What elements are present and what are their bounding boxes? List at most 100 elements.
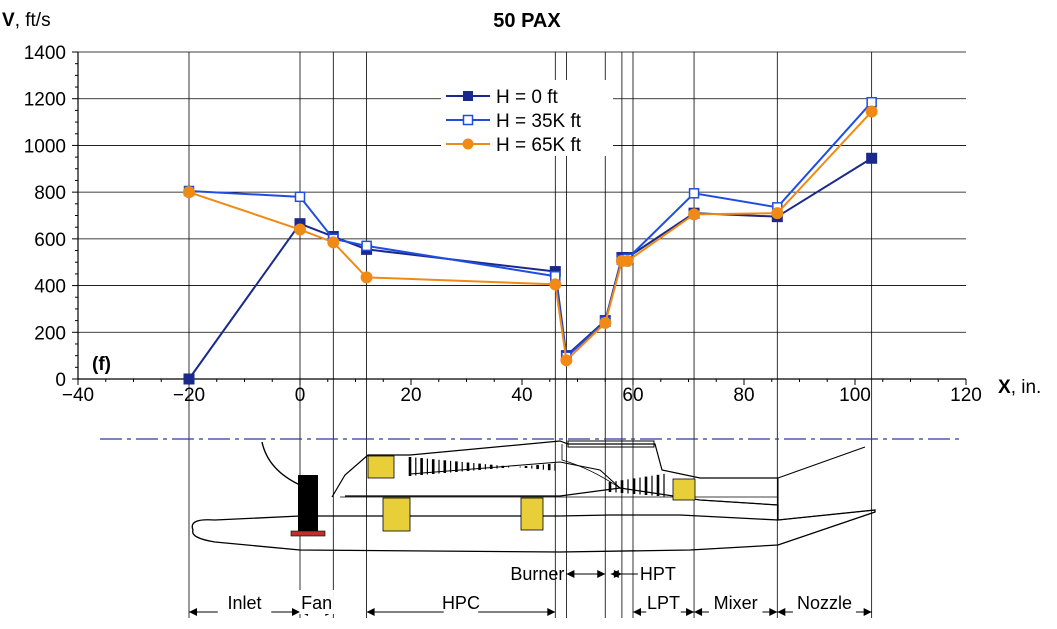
section-label-hpc: HPC xyxy=(442,593,480,613)
burner-casing xyxy=(567,440,655,448)
nozzle-lower xyxy=(777,509,876,521)
engine-section-labels: Inlet Fan HPC LPT Mixer Nozzle Burner HPT xyxy=(189,562,872,616)
arrowhead-left xyxy=(366,608,375,616)
x-axis-label-var: X xyxy=(998,377,1011,398)
bypass-strut-rear xyxy=(520,497,544,531)
fan-mount xyxy=(290,530,326,537)
arrowhead-right xyxy=(769,608,778,616)
x-axis-label-unit: , in. xyxy=(1011,377,1042,398)
section-label-bg xyxy=(646,590,681,614)
y-tick-label: 0 xyxy=(55,370,66,391)
data-point xyxy=(621,255,634,268)
x-tick-label: 60 xyxy=(622,385,643,406)
data-point xyxy=(599,316,612,329)
arrowhead-left xyxy=(566,570,575,578)
arrowhead-right xyxy=(613,570,622,578)
section-label-hpt: HPT xyxy=(640,564,676,584)
y-axis-label: V, ft/s xyxy=(2,10,51,31)
legend-label: H = 65K ft xyxy=(496,135,582,156)
data-point xyxy=(360,271,373,284)
section-label-inlet: Inlet xyxy=(227,593,261,613)
y-axis-label-var: V xyxy=(2,10,15,31)
legend-marker xyxy=(463,91,473,101)
section-label-burner: Burner xyxy=(510,564,564,584)
data-point xyxy=(688,208,701,221)
data-point xyxy=(771,207,784,220)
series-0 xyxy=(183,152,878,385)
legend-marker xyxy=(462,138,474,150)
arrowhead-right xyxy=(292,608,300,616)
arrowhead-right xyxy=(547,608,556,616)
core-inner-line xyxy=(345,487,779,520)
arrowhead-right xyxy=(686,608,695,616)
arrowhead-left xyxy=(777,608,786,616)
section-label-bg xyxy=(708,590,763,614)
x-tick-label: −40 xyxy=(62,385,94,406)
series-2 xyxy=(183,105,878,367)
arrowhead-right xyxy=(863,608,872,616)
y-axis-label-unit: , ft/s xyxy=(15,10,51,31)
section-label-bg xyxy=(217,590,272,614)
legend-label: H = 0 ft xyxy=(496,87,558,108)
y-tick-label: 400 xyxy=(34,277,66,298)
series-line xyxy=(188,101,873,359)
section-label-fan: Fan xyxy=(301,593,332,613)
data-point xyxy=(866,96,877,108)
y-tick-label: 600 xyxy=(34,230,66,251)
data-point xyxy=(327,236,340,249)
section-hpt xyxy=(610,570,622,578)
engine-cross-section xyxy=(100,438,960,553)
x-tick-label: 0 xyxy=(295,385,306,406)
shaft-line xyxy=(409,461,621,489)
arrowhead-right xyxy=(597,570,606,578)
y-tick-label: 1200 xyxy=(24,90,66,111)
data-point xyxy=(865,105,878,118)
section-label-bg xyxy=(792,590,856,614)
section-label-bg xyxy=(443,590,479,614)
legend: H = 0 ft H = 35K ft H = 65K ft xyxy=(441,80,613,156)
chart-title: 50 PAX xyxy=(493,10,561,32)
burner-liner xyxy=(561,444,621,489)
data-point xyxy=(549,278,562,291)
tick-labels: 0 200 400 600 800 1000 1200 1400 −40 −20 0 20 40 60 80… xyxy=(24,43,982,406)
x-axis-label: X, in. xyxy=(998,377,1041,398)
data-point xyxy=(361,240,372,252)
data-point xyxy=(183,186,195,199)
bypass-strut-front xyxy=(382,497,411,532)
legend-label: H = 35K ft xyxy=(496,111,582,132)
data-point xyxy=(294,223,306,236)
y-tick-label: 800 xyxy=(34,183,66,204)
x-tick-label: 120 xyxy=(950,385,982,406)
x-tick-label: 100 xyxy=(839,385,871,406)
x-tick-label: 80 xyxy=(733,385,754,406)
section-burner xyxy=(566,570,606,578)
arrowhead-left xyxy=(189,608,197,616)
y-tick-label: 1000 xyxy=(24,136,66,157)
fan-blade xyxy=(298,475,318,534)
arrowhead-left xyxy=(694,608,703,616)
x-tick-label: 20 xyxy=(400,385,421,406)
section-label-nozzle: Nozzle xyxy=(797,593,852,613)
lpt-disk xyxy=(672,478,696,501)
data-point xyxy=(560,354,573,367)
section-label-lpt: LPT xyxy=(647,593,680,613)
legend-marker xyxy=(462,114,474,126)
spinner-curve xyxy=(261,441,301,486)
data-point xyxy=(294,191,306,203)
nozzle-upper xyxy=(777,446,866,479)
data-point xyxy=(688,188,700,199)
core-outer-line xyxy=(331,440,778,498)
panel-label: (f) xyxy=(92,354,111,375)
burner-label-bg xyxy=(487,562,549,584)
x-tick-label: 40 xyxy=(511,385,532,406)
y-tick-label: 1400 xyxy=(24,43,66,64)
data-point xyxy=(183,373,195,385)
data-point xyxy=(866,152,878,164)
section-label-bg xyxy=(299,590,334,614)
x-tick-label: −20 xyxy=(173,385,205,406)
series-group xyxy=(183,96,878,385)
section-label-mixer: Mixer xyxy=(714,593,758,613)
mixer-box xyxy=(699,477,779,506)
arrowhead-left xyxy=(633,608,641,616)
